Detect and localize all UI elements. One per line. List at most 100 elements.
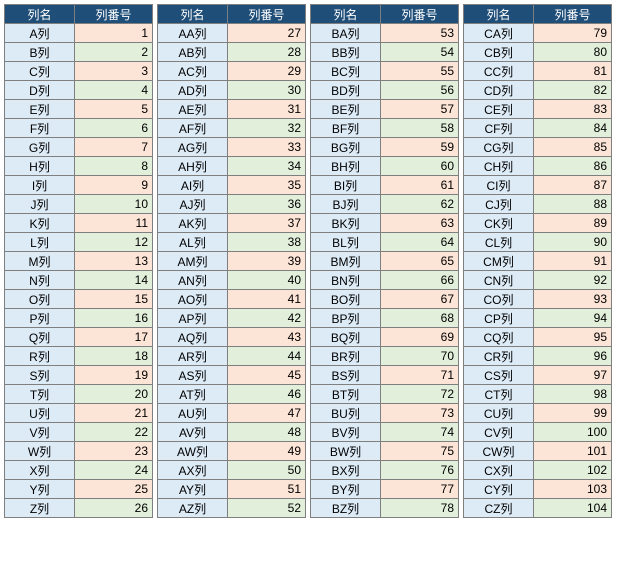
cell-num: 104 — [534, 499, 612, 518]
cell-name: CA列 — [464, 24, 534, 43]
cell-num: 35 — [228, 176, 306, 195]
cell-name: BI列 — [311, 176, 381, 195]
cell-num: 37 — [228, 214, 306, 233]
cell-num: 73 — [381, 404, 459, 423]
cell-name: BJ列 — [311, 195, 381, 214]
table-row: R列18 — [5, 347, 153, 366]
table-row: CB列80 — [464, 43, 612, 62]
table-row: BO列67 — [311, 290, 459, 309]
cell-num: 78 — [381, 499, 459, 518]
cell-name: Y列 — [5, 480, 75, 499]
table-row: AS列45 — [158, 366, 306, 385]
cell-name: CY列 — [464, 480, 534, 499]
cell-name: CU列 — [464, 404, 534, 423]
cell-name: I列 — [5, 176, 75, 195]
cell-num: 36 — [228, 195, 306, 214]
cell-name: CJ列 — [464, 195, 534, 214]
table-row: Q列17 — [5, 328, 153, 347]
column-table-1: 列名列番号AA列27AB列28AC列29AD列30AE列31AF列32AG列33… — [157, 4, 306, 518]
table-row: BV列74 — [311, 423, 459, 442]
cell-name: AO列 — [158, 290, 228, 309]
table-row: BE列57 — [311, 100, 459, 119]
cell-name: CD列 — [464, 81, 534, 100]
cell-name: M列 — [5, 252, 75, 271]
table-row: X列24 — [5, 461, 153, 480]
cell-name: N列 — [5, 271, 75, 290]
cell-num: 97 — [534, 366, 612, 385]
header-num: 列番号 — [381, 5, 459, 24]
table-row: CX列102 — [464, 461, 612, 480]
cell-num: 100 — [534, 423, 612, 442]
cell-name: BC列 — [311, 62, 381, 81]
cell-num: 84 — [534, 119, 612, 138]
table-row: CU列99 — [464, 404, 612, 423]
cell-name: CM列 — [464, 252, 534, 271]
cell-name: CK列 — [464, 214, 534, 233]
cell-name: T列 — [5, 385, 75, 404]
cell-num: 34 — [228, 157, 306, 176]
table-row: CR列96 — [464, 347, 612, 366]
table-row: AK列37 — [158, 214, 306, 233]
cell-num: 54 — [381, 43, 459, 62]
column-table-2: 列名列番号BA列53BB列54BC列55BD列56BE列57BF列58BG列59… — [310, 4, 459, 518]
table-row: BG列59 — [311, 138, 459, 157]
table-row: AA列27 — [158, 24, 306, 43]
cell-num: 83 — [534, 100, 612, 119]
cell-num: 27 — [228, 24, 306, 43]
table-row: CI列87 — [464, 176, 612, 195]
cell-name: BG列 — [311, 138, 381, 157]
cell-num: 68 — [381, 309, 459, 328]
cell-name: K列 — [5, 214, 75, 233]
cell-num: 45 — [228, 366, 306, 385]
cell-name: S列 — [5, 366, 75, 385]
cell-num: 23 — [75, 442, 153, 461]
cell-name: CF列 — [464, 119, 534, 138]
table-row: S列19 — [5, 366, 153, 385]
table-row: CF列84 — [464, 119, 612, 138]
cell-name: AQ列 — [158, 328, 228, 347]
cell-num: 16 — [75, 309, 153, 328]
cell-name: AW列 — [158, 442, 228, 461]
cell-num: 103 — [534, 480, 612, 499]
table-row: AC列29 — [158, 62, 306, 81]
cell-num: 11 — [75, 214, 153, 233]
cell-name: U列 — [5, 404, 75, 423]
cell-name: AB列 — [158, 43, 228, 62]
cell-num: 89 — [534, 214, 612, 233]
cell-num: 38 — [228, 233, 306, 252]
table-row: CA列79 — [464, 24, 612, 43]
cell-num: 31 — [228, 100, 306, 119]
cell-name: L列 — [5, 233, 75, 252]
cell-name: BL列 — [311, 233, 381, 252]
cell-num: 50 — [228, 461, 306, 480]
table-row: P列16 — [5, 309, 153, 328]
cell-name: BQ列 — [311, 328, 381, 347]
table-row: CZ列104 — [464, 499, 612, 518]
cell-name: BD列 — [311, 81, 381, 100]
cell-num: 65 — [381, 252, 459, 271]
cell-num: 48 — [228, 423, 306, 442]
cell-name: BK列 — [311, 214, 381, 233]
cell-num: 79 — [534, 24, 612, 43]
table-container: 列名列番号A列1B列2C列3D列4E列5F列6G列7H列8I列9J列10K列11… — [4, 4, 617, 518]
cell-num: 6 — [75, 119, 153, 138]
table-row: BW列75 — [311, 442, 459, 461]
cell-num: 90 — [534, 233, 612, 252]
cell-num: 18 — [75, 347, 153, 366]
table-row: BM列65 — [311, 252, 459, 271]
cell-name: CO列 — [464, 290, 534, 309]
table-row: BU列73 — [311, 404, 459, 423]
cell-name: CW列 — [464, 442, 534, 461]
table-row: T列20 — [5, 385, 153, 404]
cell-num: 88 — [534, 195, 612, 214]
cell-name: H列 — [5, 157, 75, 176]
table-row: K列11 — [5, 214, 153, 233]
cell-num: 72 — [381, 385, 459, 404]
cell-num: 80 — [534, 43, 612, 62]
header-name: 列名 — [464, 5, 534, 24]
table-row: BI列61 — [311, 176, 459, 195]
table-row: AL列38 — [158, 233, 306, 252]
cell-num: 14 — [75, 271, 153, 290]
cell-name: D列 — [5, 81, 75, 100]
table-row: CW列101 — [464, 442, 612, 461]
